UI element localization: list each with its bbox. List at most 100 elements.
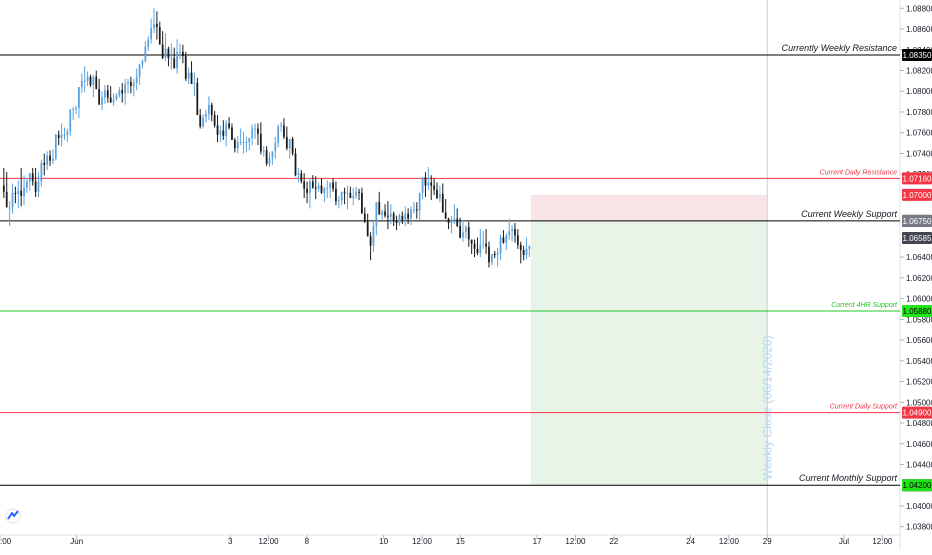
candle: [144, 41, 147, 63]
candle: [135, 68, 138, 91]
candle-body: [132, 82, 135, 87]
candle: [216, 115, 219, 143]
candle-body: [314, 187, 317, 189]
candle-body: [381, 211, 384, 215]
tradingview-logo-icon[interactable]: [5, 508, 21, 524]
candle: [288, 138, 291, 159]
candle: [118, 87, 121, 98]
candle-body: [233, 139, 236, 149]
candle: [427, 166, 430, 190]
candle: [265, 146, 268, 166]
price-tag-bg: [902, 231, 932, 244]
candle-body: [326, 187, 329, 189]
candle: [83, 66, 86, 93]
candle: [378, 191, 381, 215]
y-tick-label: 1.03800: [906, 523, 932, 532]
candle: [239, 128, 242, 146]
candle: [262, 146, 265, 157]
candle-body: [199, 115, 202, 127]
position-tool[interactable]: [530, 194, 768, 486]
candle: [181, 44, 184, 64]
candle: [17, 180, 20, 209]
candle: [109, 86, 112, 103]
candle-body: [467, 227, 470, 240]
candle-body: [349, 192, 352, 199]
candle: [89, 74, 92, 88]
candle-body: [410, 209, 412, 219]
candle-body: [514, 229, 516, 236]
candle-body: [438, 193, 441, 199]
candles: [2, 8, 531, 268]
candle-body: [28, 173, 31, 182]
candle-body: [479, 244, 482, 253]
candle: [231, 123, 233, 140]
candle-body: [519, 244, 522, 250]
price-tag: 1.04200: [902, 479, 932, 492]
candle: [205, 109, 207, 123]
x-tick-label: 10: [379, 537, 388, 546]
candle: [493, 250, 496, 259]
candle: [366, 213, 369, 237]
price-tag: 1.06585: [902, 231, 932, 244]
y-tick-label: 1.06400: [906, 253, 932, 262]
candle: [311, 175, 314, 189]
candle: [199, 108, 202, 129]
candle: [363, 207, 366, 223]
x-tick-label: 15: [456, 537, 465, 546]
y-tick-label: 1.06000: [906, 295, 932, 304]
candle-body: [366, 221, 369, 237]
candle: [525, 237, 528, 260]
candle: [320, 178, 323, 194]
candle: [26, 178, 28, 193]
candle: [453, 204, 456, 224]
candle-body: [401, 215, 404, 220]
candle: [225, 120, 228, 147]
candle: [340, 191, 343, 206]
candle-body: [320, 185, 323, 193]
candle: [130, 76, 132, 94]
candle-body: [101, 97, 103, 105]
candle: [404, 206, 407, 227]
candle: [155, 11, 158, 40]
candle: [127, 78, 129, 94]
candle-body: [89, 76, 92, 86]
candle-body: [104, 90, 106, 98]
candle-body: [121, 90, 124, 94]
candle: [31, 167, 34, 186]
y-tick-label: 1.04000: [906, 502, 932, 511]
candle: [5, 172, 8, 208]
candle-body: [31, 173, 34, 182]
candle: [161, 31, 164, 60]
candle-body: [378, 202, 381, 215]
level-label: Currently Weekly Resistance: [782, 43, 897, 53]
candle: [332, 178, 334, 192]
candle: [519, 241, 522, 264]
y-tick-label: 1.07600: [906, 129, 932, 138]
candle: [306, 181, 308, 204]
candle-body: [447, 218, 450, 223]
weekly-close-marker: Weekly Close (06/14/2020): [760, 0, 774, 535]
candle-body: [147, 39, 150, 47]
candle: [528, 245, 531, 258]
price-tag-label: 1.05880: [903, 307, 932, 316]
candle: [187, 67, 190, 84]
candle-body: [92, 76, 95, 86]
candle: [285, 126, 288, 151]
candle-body: [490, 254, 493, 263]
candle: [499, 234, 502, 261]
candle: [8, 201, 11, 227]
level-label: Current Weekly Support: [801, 209, 897, 219]
candle-body: [398, 215, 401, 223]
candle: [170, 43, 173, 70]
candle-body: [462, 232, 464, 238]
candle-body: [46, 155, 49, 165]
price-tags: 1.08350 1.07160 1.06750 1.05880 1.04900 1.042…: [902, 48, 932, 492]
x-tick-label: 8: [305, 537, 310, 546]
candle: [207, 96, 210, 121]
candle: [464, 224, 467, 239]
candle: [11, 183, 14, 214]
y-tick-label: 1.08200: [906, 67, 932, 76]
candle-body: [387, 215, 389, 217]
candle-body: [144, 46, 147, 62]
